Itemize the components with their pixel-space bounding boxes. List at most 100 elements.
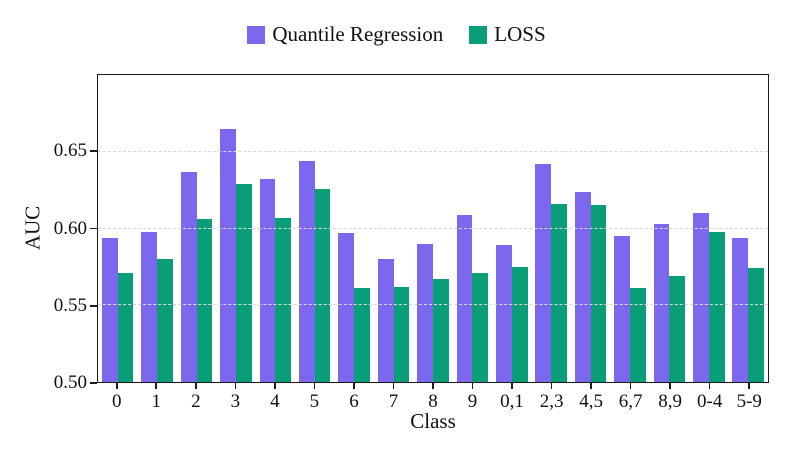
x-tick-mark-6 — [353, 383, 355, 389]
bar-loss-9 — [472, 273, 489, 382]
bar-group-0 — [98, 75, 137, 382]
legend-item-quantile-regression: Quantile Regression — [247, 24, 443, 45]
bar-group-2 — [177, 75, 216, 382]
bar-group-6,7 — [610, 75, 649, 382]
x-tick-mark-5-9 — [748, 383, 751, 389]
x-tick-label-2: 2 — [191, 391, 201, 412]
bar-pair — [338, 75, 370, 382]
y-tick-label-0.55: 0.55 — [53, 294, 87, 316]
bar-group-4,5 — [571, 75, 610, 382]
bar-group-9 — [453, 75, 492, 382]
bar-pair — [417, 75, 449, 382]
x-tick-label-0,1: 0,1 — [500, 391, 524, 412]
bar-loss-8,9 — [669, 276, 686, 382]
x-tick-label-5-9: 5-9 — [736, 391, 762, 412]
bar-quantile-regression-5 — [298, 160, 315, 382]
bar-pair — [141, 75, 173, 382]
bar-loss-0,1 — [511, 266, 528, 382]
bar-quantile-regression-2,3 — [535, 164, 552, 382]
x-tick-label-0: 0 — [112, 391, 122, 412]
x-tick-label-1: 1 — [151, 391, 162, 412]
bar-pair — [732, 75, 764, 382]
bar-pair — [220, 75, 252, 382]
x-tick-label-6: 6 — [349, 391, 359, 412]
bar-pair — [574, 75, 607, 382]
legend-swatch-quantile-regression — [247, 25, 266, 44]
x-tick-mark-7 — [392, 383, 395, 389]
x-tick-mark-8 — [432, 383, 434, 389]
bar-quantile-regression-2 — [180, 171, 197, 382]
bar-pair — [653, 75, 686, 382]
bar-loss-5-9 — [748, 268, 764, 382]
bar-pair — [614, 75, 646, 382]
bar-groups — [98, 75, 768, 382]
bar-pair — [456, 75, 489, 382]
legend-label-quantile-regression: Quantile Regression — [272, 22, 444, 46]
y-tick-mark-0.65 — [90, 150, 97, 153]
bar-loss-5 — [314, 188, 331, 382]
x-tick-label-2,3: 2,3 — [539, 391, 564, 412]
x-tick-mark-8,9 — [669, 383, 671, 389]
bar-quantile-regression-4 — [259, 179, 276, 382]
gridline-0.60 — [98, 227, 768, 229]
bar-quantile-regression-0,1 — [496, 245, 512, 382]
bar-group-3 — [216, 75, 255, 382]
x-tick-mark-5 — [313, 383, 316, 389]
bar-quantile-regression-0 — [101, 237, 118, 382]
bar-group-5-9 — [729, 75, 768, 382]
bar-quantile-regression-6 — [338, 233, 355, 382]
x-axis-title: Class — [410, 409, 456, 433]
x-tick-mark-3 — [234, 383, 237, 389]
bar-loss-1 — [157, 259, 173, 382]
bar-quantile-regression-6,7 — [614, 236, 630, 382]
bar-group-7 — [374, 75, 413, 382]
bar-pair — [535, 75, 567, 382]
gridline-0.55 — [98, 304, 768, 306]
y-tick-mark-0.55 — [90, 304, 97, 307]
plot-area — [97, 74, 769, 383]
bar-loss-3 — [235, 184, 252, 382]
x-tick-label-6,7: 6,7 — [618, 391, 643, 412]
y-tick-label-0.50: 0.50 — [53, 372, 87, 393]
bar-loss-7 — [393, 286, 410, 382]
bar-pair — [259, 75, 292, 382]
legend-label-loss: LOSS — [494, 22, 546, 46]
bar-pair — [180, 75, 213, 382]
bar-loss-4,5 — [590, 205, 607, 382]
bar-quantile-regression-8,9 — [653, 223, 670, 382]
x-tick-label-5: 5 — [309, 391, 320, 412]
x-tick-mark-9 — [471, 383, 474, 389]
bar-quantile-regression-0-4 — [693, 213, 709, 382]
x-tick-label-0-4: 0-4 — [697, 391, 723, 412]
bar-quantile-regression-8 — [417, 243, 433, 382]
bar-pair — [101, 75, 134, 382]
bar-group-4 — [256, 75, 295, 382]
y-tick-label-0.60: 0.60 — [53, 217, 87, 239]
bar-loss-6,7 — [629, 288, 646, 382]
bar-group-6 — [334, 75, 373, 382]
y-tick-label-0.65: 0.65 — [53, 140, 87, 162]
bar-quantile-regression-3 — [220, 128, 236, 382]
bar-quantile-regression-4,5 — [574, 191, 591, 382]
bar-loss-2,3 — [551, 203, 567, 382]
bar-loss-0 — [117, 273, 134, 382]
x-tick-mark-0 — [115, 383, 118, 389]
bar-loss-0-4 — [708, 231, 725, 382]
x-tick-label-4,5: 4,5 — [579, 391, 603, 412]
bar-pair — [496, 75, 528, 382]
bar-quantile-regression-7 — [377, 259, 394, 382]
x-tick-mark-4 — [274, 383, 276, 389]
bar-quantile-regression-9 — [456, 214, 473, 382]
bar-quantile-regression-5-9 — [732, 237, 749, 382]
x-tick-mark-2,3 — [550, 383, 553, 389]
bar-loss-6 — [354, 288, 370, 382]
bar-loss-4 — [275, 217, 292, 382]
y-tick-mark-0.50 — [90, 382, 97, 384]
bar-quantile-regression-1 — [141, 231, 158, 382]
bar-group-8 — [413, 75, 452, 382]
bar-group-0,1 — [492, 75, 531, 382]
x-tick-label-3: 3 — [230, 391, 241, 412]
bar-group-1 — [137, 75, 176, 382]
x-tick-label-8,9: 8,9 — [658, 391, 683, 412]
